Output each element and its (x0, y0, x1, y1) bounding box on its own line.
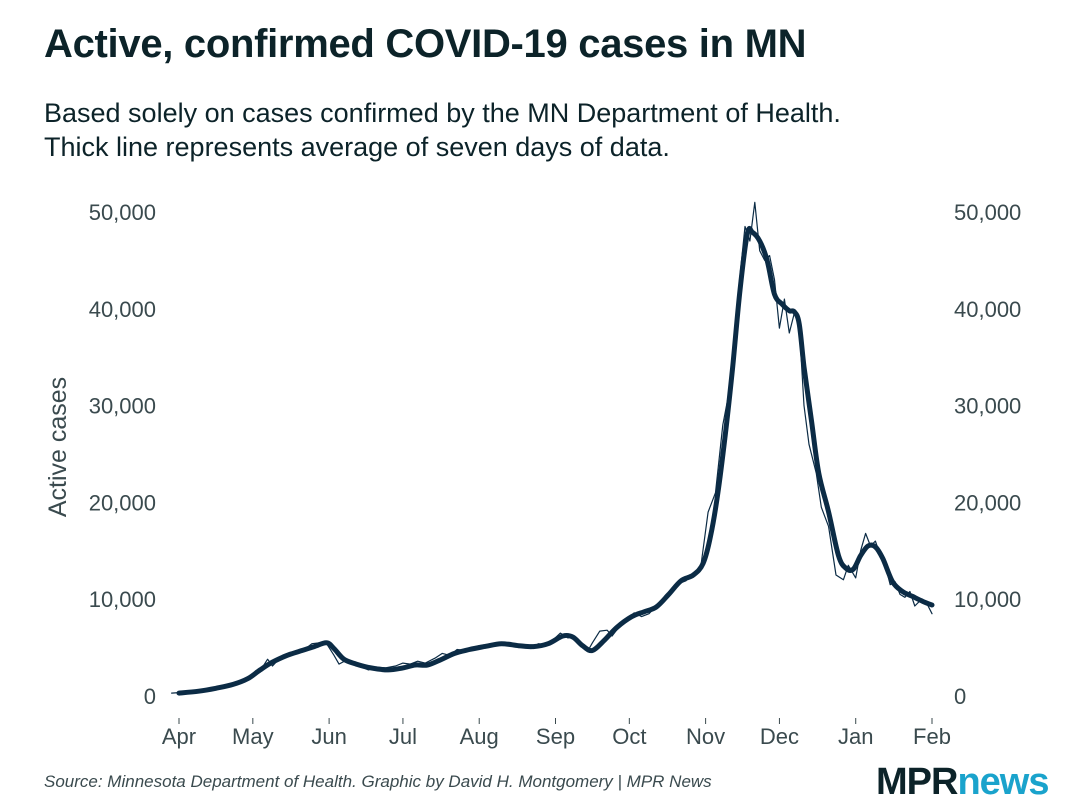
y-tick-label-left: 30,000 (89, 394, 156, 419)
x-axis: Apr May Jun Jul Aug Sep Oct Nov Dec Jan Feb (162, 718, 951, 749)
chart-title: Active, confirmed COVID-19 cases in MN (44, 22, 807, 66)
subtitle-line-2: Thick line represents average of seven d… (44, 132, 670, 162)
y-tick-label-left: 20,000 (89, 490, 156, 515)
y-tick-label-right: 0 (954, 684, 966, 709)
logo-mpr: MPR (876, 761, 958, 803)
x-tick-label: Oct (612, 724, 646, 749)
mpr-news-logo: MPRnews (876, 761, 1050, 803)
source-credit: Source: Minnesota Department of Health. … (44, 772, 712, 791)
y-tick-label-right: 50,000 (954, 200, 1021, 225)
x-tick-label: Jun (311, 724, 346, 749)
x-tick-label: Jul (389, 724, 417, 749)
y-axis-left: 0 10,000 20,000 30,000 40,000 50,000 (89, 200, 156, 709)
y-tick-label-left: 10,000 (89, 587, 156, 612)
y-tick-label-right: 20,000 (954, 490, 1021, 515)
y-tick-label-right: 30,000 (954, 394, 1021, 419)
series-layer (171, 201, 935, 696)
series-daily-line (171, 201, 933, 694)
y-axis-right: 0 10,000 20,000 30,000 40,000 50,000 (954, 200, 1021, 709)
y-axis-title: Active cases (44, 377, 72, 517)
y-tick-label-left: 0 (144, 684, 156, 709)
x-tick-label: Aug (460, 724, 499, 749)
series-7-day-average-line (176, 225, 935, 696)
y-tick-label-left: 40,000 (89, 297, 156, 322)
y-tick-label-left: 50,000 (89, 200, 156, 225)
x-tick-label: Nov (686, 724, 725, 749)
logo-news: news (957, 761, 1049, 803)
y-tick-label-right: 10,000 (954, 587, 1021, 612)
y-tick-label-right: 40,000 (954, 297, 1021, 322)
x-tick-label: Sep (536, 724, 575, 749)
chart-subtitle: Based solely on cases confirmed by the M… (44, 96, 841, 164)
x-tick-label: Jan (838, 724, 873, 749)
x-tick-label: Dec (760, 724, 799, 749)
x-tick-label: Apr (162, 724, 196, 749)
x-tick-label: Feb (913, 724, 951, 749)
x-tick-label: May (232, 724, 274, 749)
subtitle-line-1: Based solely on cases confirmed by the M… (44, 98, 841, 128)
